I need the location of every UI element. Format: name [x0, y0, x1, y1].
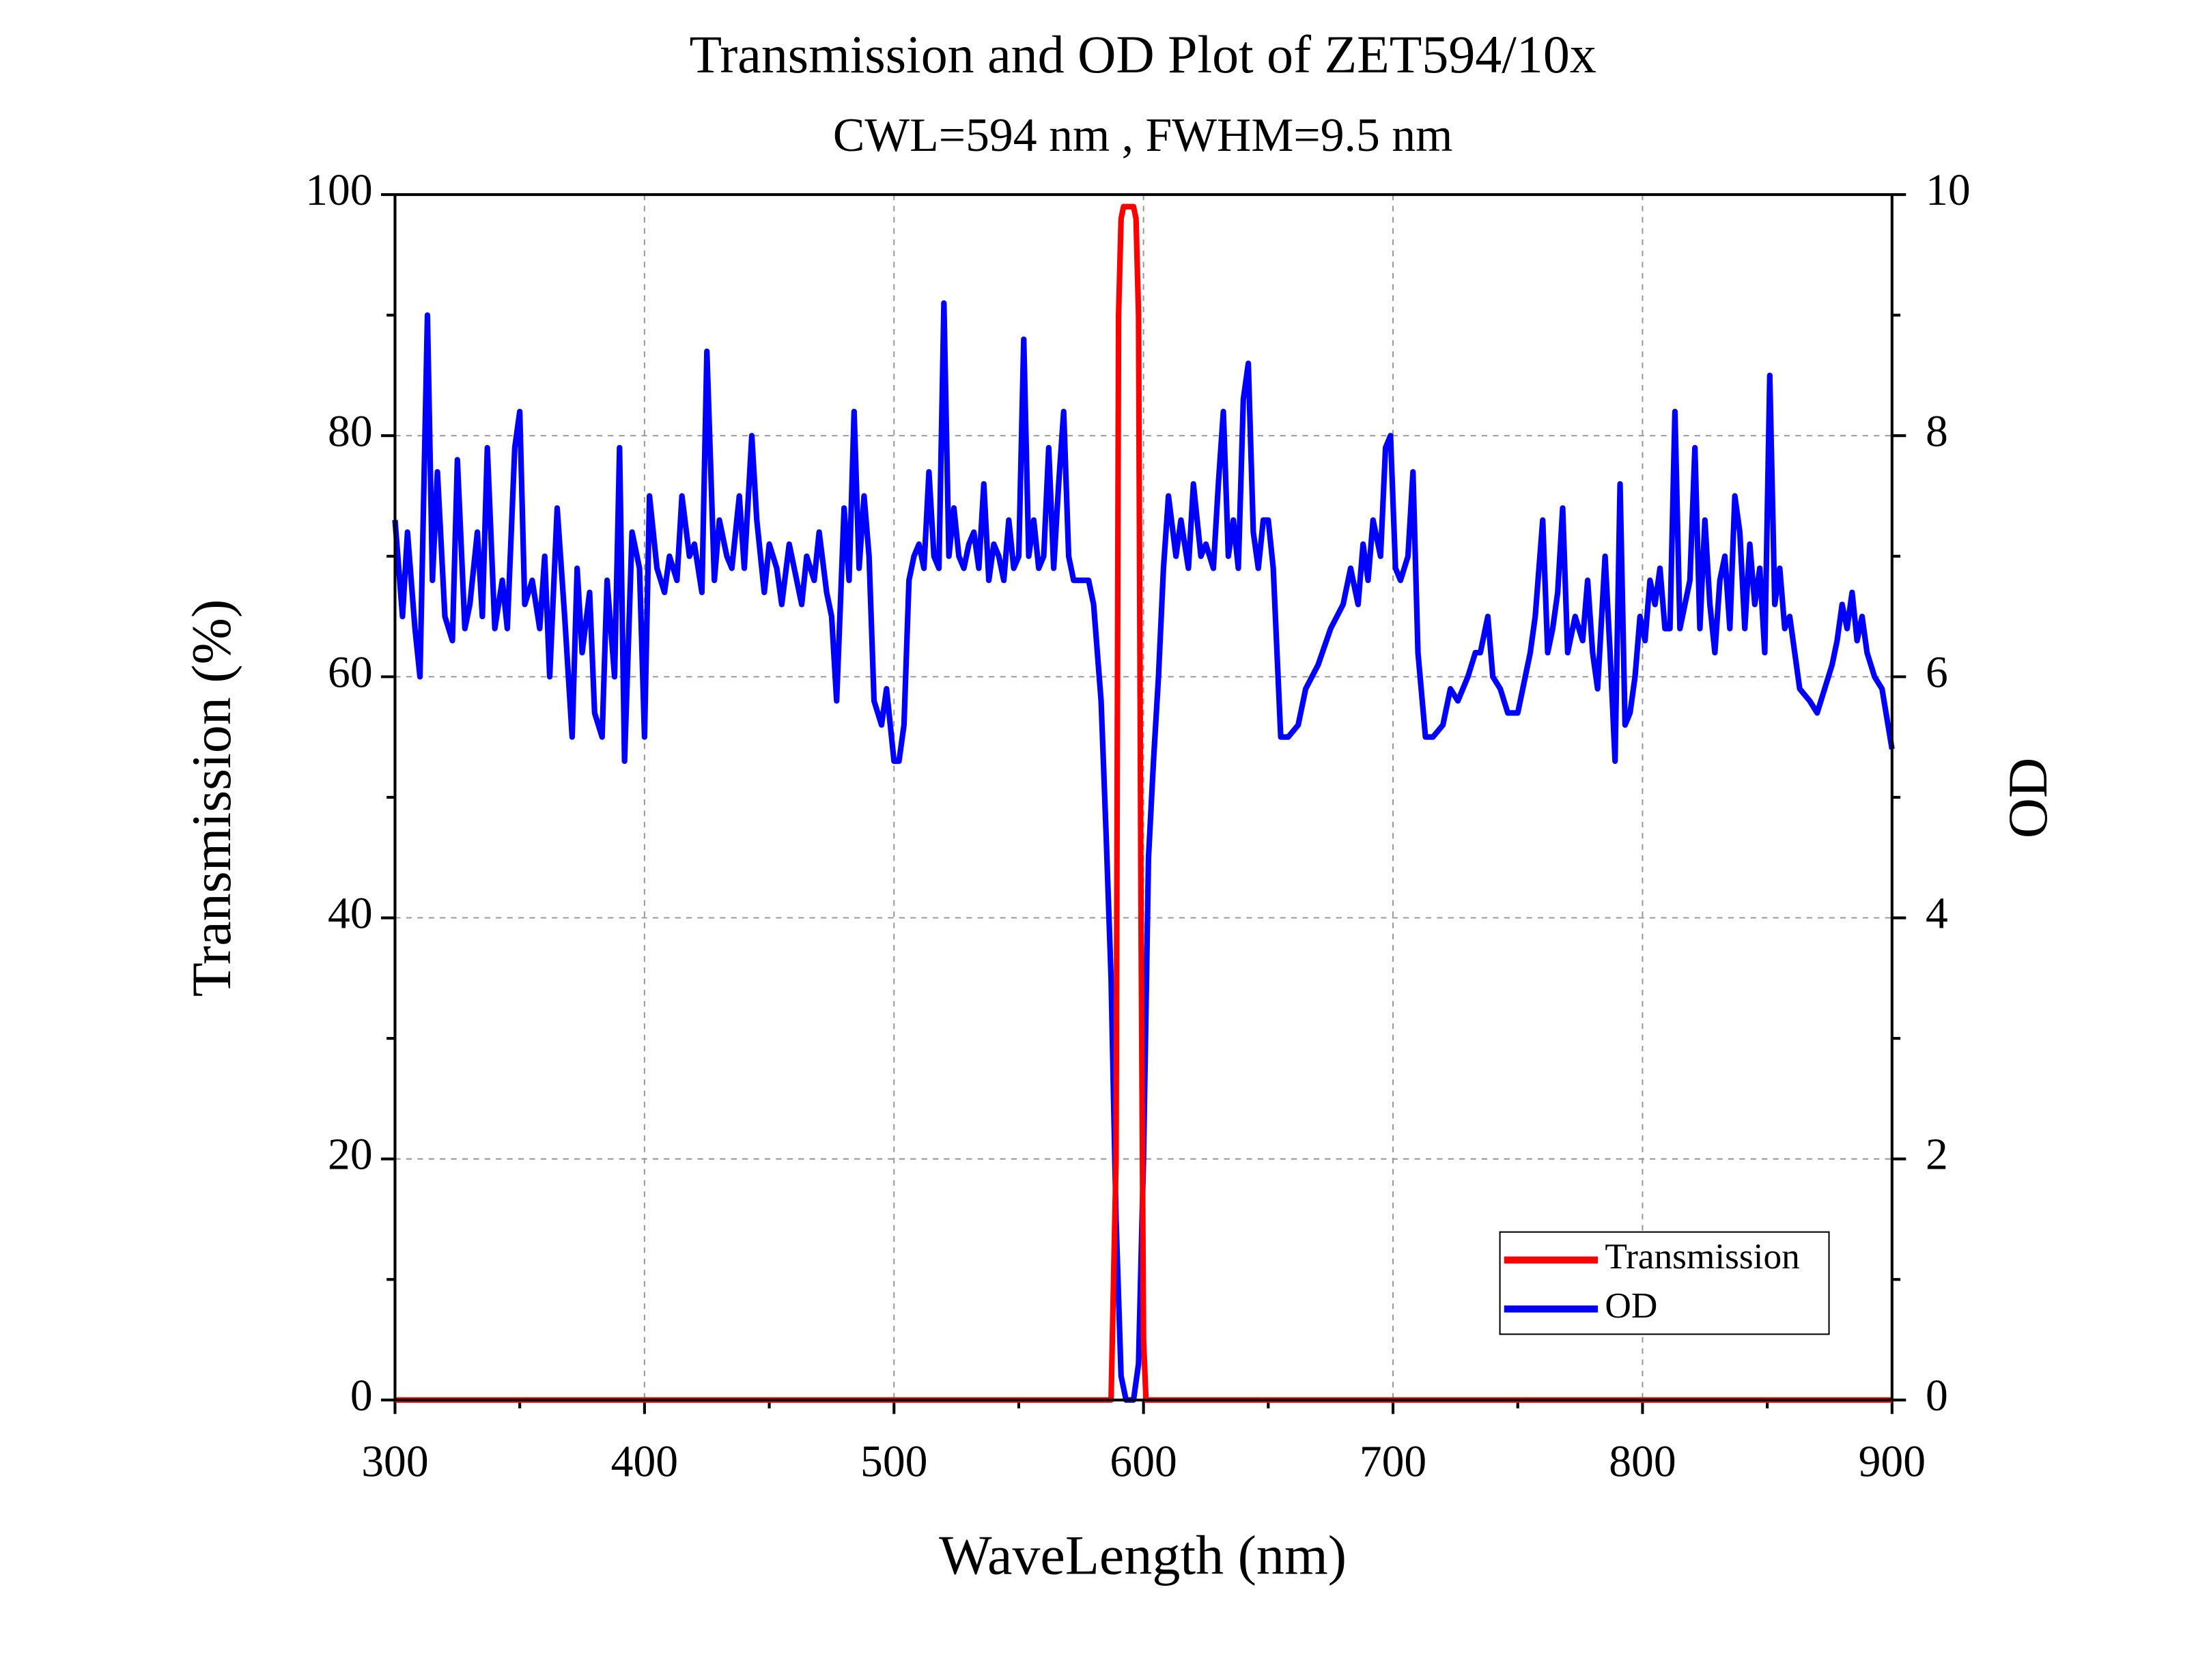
- x-tick-label: 700: [1360, 1437, 1426, 1486]
- legend-label: OD: [1605, 1285, 1657, 1326]
- plot-frame: [393, 193, 1894, 1401]
- y2-axis-label: OD: [1997, 758, 2059, 838]
- y-tick-label: 20: [328, 1130, 373, 1180]
- x-tick-label: 300: [361, 1437, 428, 1486]
- y-tick-label: 40: [328, 889, 373, 939]
- y-tick-label: 0: [350, 1371, 373, 1421]
- y2-tick-label: 0: [1926, 1371, 1948, 1421]
- x-tick-label: 400: [611, 1437, 678, 1486]
- y2-tick-label: 4: [1926, 889, 1948, 939]
- y2-tick-label: 2: [1926, 1130, 1948, 1180]
- y-tick-label: 60: [328, 648, 373, 697]
- x-axis-label: WaveLength (nm): [939, 1524, 1347, 1586]
- x-tick-label: 500: [860, 1437, 927, 1486]
- data-line: [395, 203, 1892, 1403]
- chart-subtitle: CWL=594 nm , FWHM=9.5 nm: [833, 109, 1453, 162]
- y-axis-label: Transmission (%): [180, 599, 242, 997]
- y2-tick-label: 10: [1926, 166, 1971, 215]
- y-tick-label: 80: [328, 407, 373, 456]
- y2-tick-label: 8: [1926, 407, 1948, 456]
- y-tick-label: 100: [305, 166, 372, 215]
- chart-title: Transmission and OD Plot of ZET594/10x: [689, 25, 1596, 84]
- legend-box: [1499, 1231, 1830, 1335]
- legend-label: Transmission: [1605, 1236, 1799, 1277]
- x-tick-label: 600: [1110, 1437, 1177, 1486]
- x-tick-label: 800: [1609, 1437, 1676, 1486]
- y2-tick-label: 6: [1926, 648, 1948, 697]
- x-tick-label: 900: [1859, 1437, 1926, 1486]
